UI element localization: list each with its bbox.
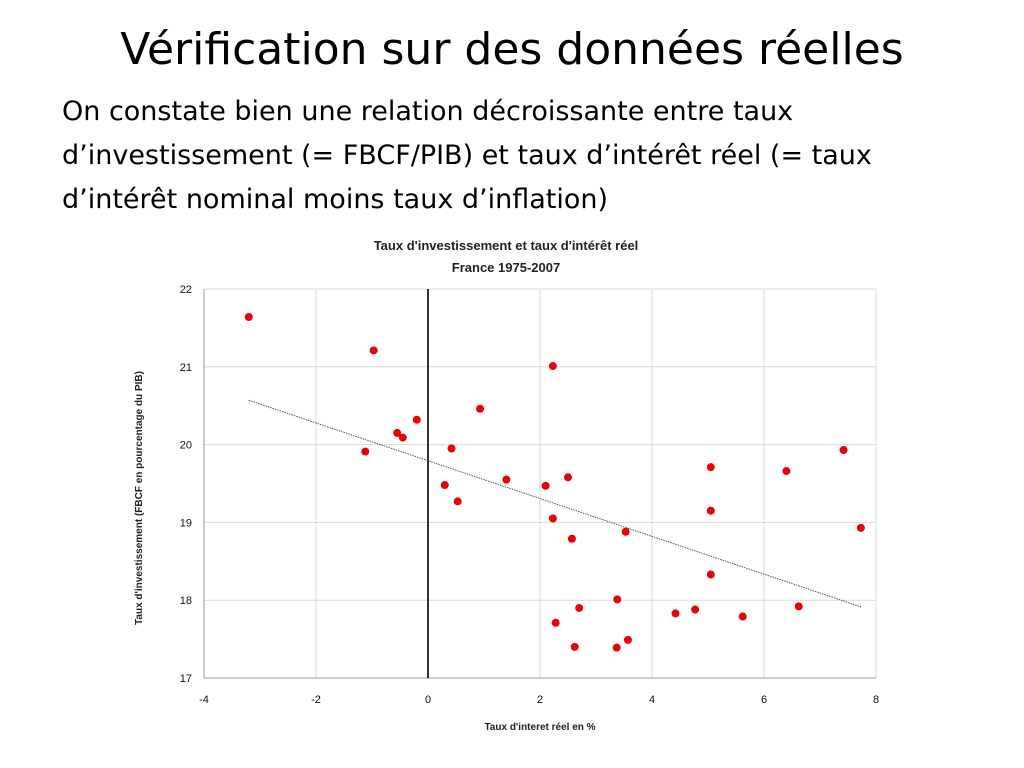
data-point (440, 481, 449, 490)
trendline (248, 399, 863, 608)
data-point (398, 433, 407, 442)
y-tick-label: 19 (180, 517, 192, 529)
data-point (575, 603, 584, 612)
y-axis-label: Taux d'investissement (FBCF en pourcenta… (134, 371, 145, 625)
data-points (244, 313, 865, 652)
data-point (794, 602, 803, 611)
y-tick-label: 17 (180, 673, 192, 685)
data-point (782, 467, 791, 476)
y-tick-label: 18 (180, 595, 192, 607)
data-point (706, 506, 715, 515)
data-point (541, 481, 550, 490)
data-point (706, 570, 715, 579)
data-point (706, 463, 715, 472)
data-point (476, 404, 485, 413)
data-point (412, 415, 421, 424)
chart-title: Taux d'investissement et taux d'intérêt … (374, 238, 639, 253)
data-point (502, 475, 511, 484)
data-point (369, 346, 378, 355)
data-point (621, 527, 630, 536)
y-tick-label: 22 (180, 284, 192, 296)
data-point (856, 523, 865, 532)
data-point (564, 473, 572, 482)
data-point (691, 605, 700, 614)
data-point (453, 497, 462, 506)
data-point (361, 447, 370, 456)
y-tick-label: 20 (180, 440, 192, 452)
data-point (551, 618, 560, 627)
data-point (613, 595, 622, 604)
chart-subtitle: France 1975-2007 (452, 260, 560, 275)
x-axis-label: Taux d'interet réel en % (484, 722, 595, 733)
x-tick-label: -2 (311, 694, 321, 706)
data-point (839, 446, 848, 455)
chart-grid (203, 288, 877, 679)
x-tick-label: 2 (537, 694, 543, 706)
y-tick-label: 21 (180, 362, 192, 374)
x-tick-label: 4 (649, 694, 655, 706)
data-point (567, 534, 576, 543)
data-point (612, 643, 621, 652)
data-point (548, 514, 557, 523)
trendline-layer (248, 399, 863, 608)
data-point (244, 313, 253, 322)
x-tick-label: 0 (425, 694, 431, 706)
data-point (671, 609, 680, 618)
data-point (548, 362, 557, 371)
data-point (447, 444, 456, 453)
x-tick-label: -4 (199, 694, 209, 706)
x-tick-label: 8 (873, 694, 879, 706)
tick-labels: -4 -2 0 2 4 6 8 17 18 19 20 21 22 (180, 284, 879, 706)
slide-body-text: On constate bien une relation décroissan… (62, 96, 872, 215)
data-point (570, 642, 579, 651)
x-tick-label: 6 (761, 694, 767, 706)
data-point (738, 612, 747, 621)
slide-title: Vérification sur des données réelles (120, 24, 904, 75)
chart-axes (203, 289, 876, 679)
data-point (623, 635, 632, 644)
data-point (393, 428, 402, 437)
